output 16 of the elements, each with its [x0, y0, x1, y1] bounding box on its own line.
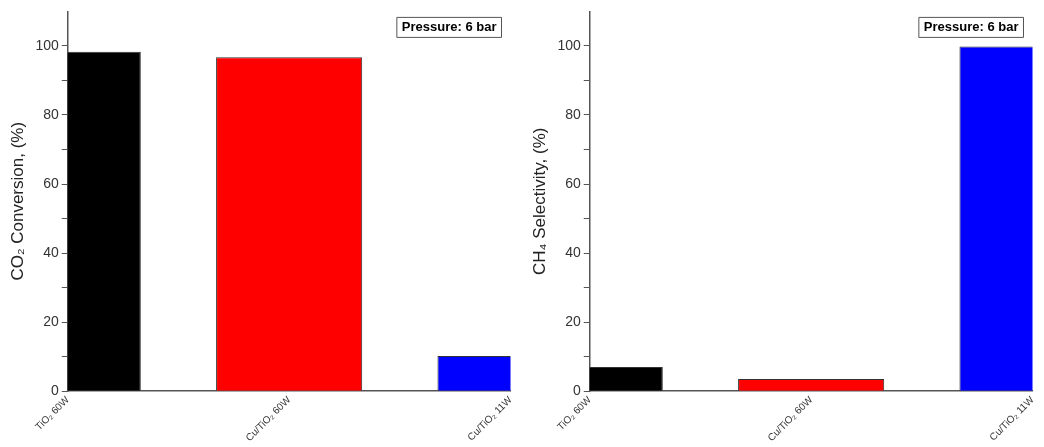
y-tick-label: 20 [565, 312, 581, 329]
y-tick-label: 40 [565, 243, 581, 260]
y-tick-label: 20 [43, 312, 59, 329]
y-tick-label: 60 [43, 174, 59, 191]
y-tick-label: 0 [572, 381, 581, 398]
y-tick-label: 80 [43, 105, 59, 122]
y-tick-label: 100 [557, 36, 581, 53]
y-tick-label: 60 [565, 174, 581, 191]
annotation: Pressure: 6 bar [923, 18, 1019, 34]
y-tick-label: 100 [35, 36, 59, 53]
annotation: Pressure: 6 bar [401, 18, 497, 34]
y-axis-title: CH₄ Selectivity, (%) [529, 127, 549, 275]
y-tick-label: 40 [43, 243, 59, 260]
y-tick-label: 0 [50, 381, 59, 398]
y-axis-title: CO₂ Conversion, (%) [7, 121, 27, 281]
y-tick-label: 80 [565, 105, 581, 122]
